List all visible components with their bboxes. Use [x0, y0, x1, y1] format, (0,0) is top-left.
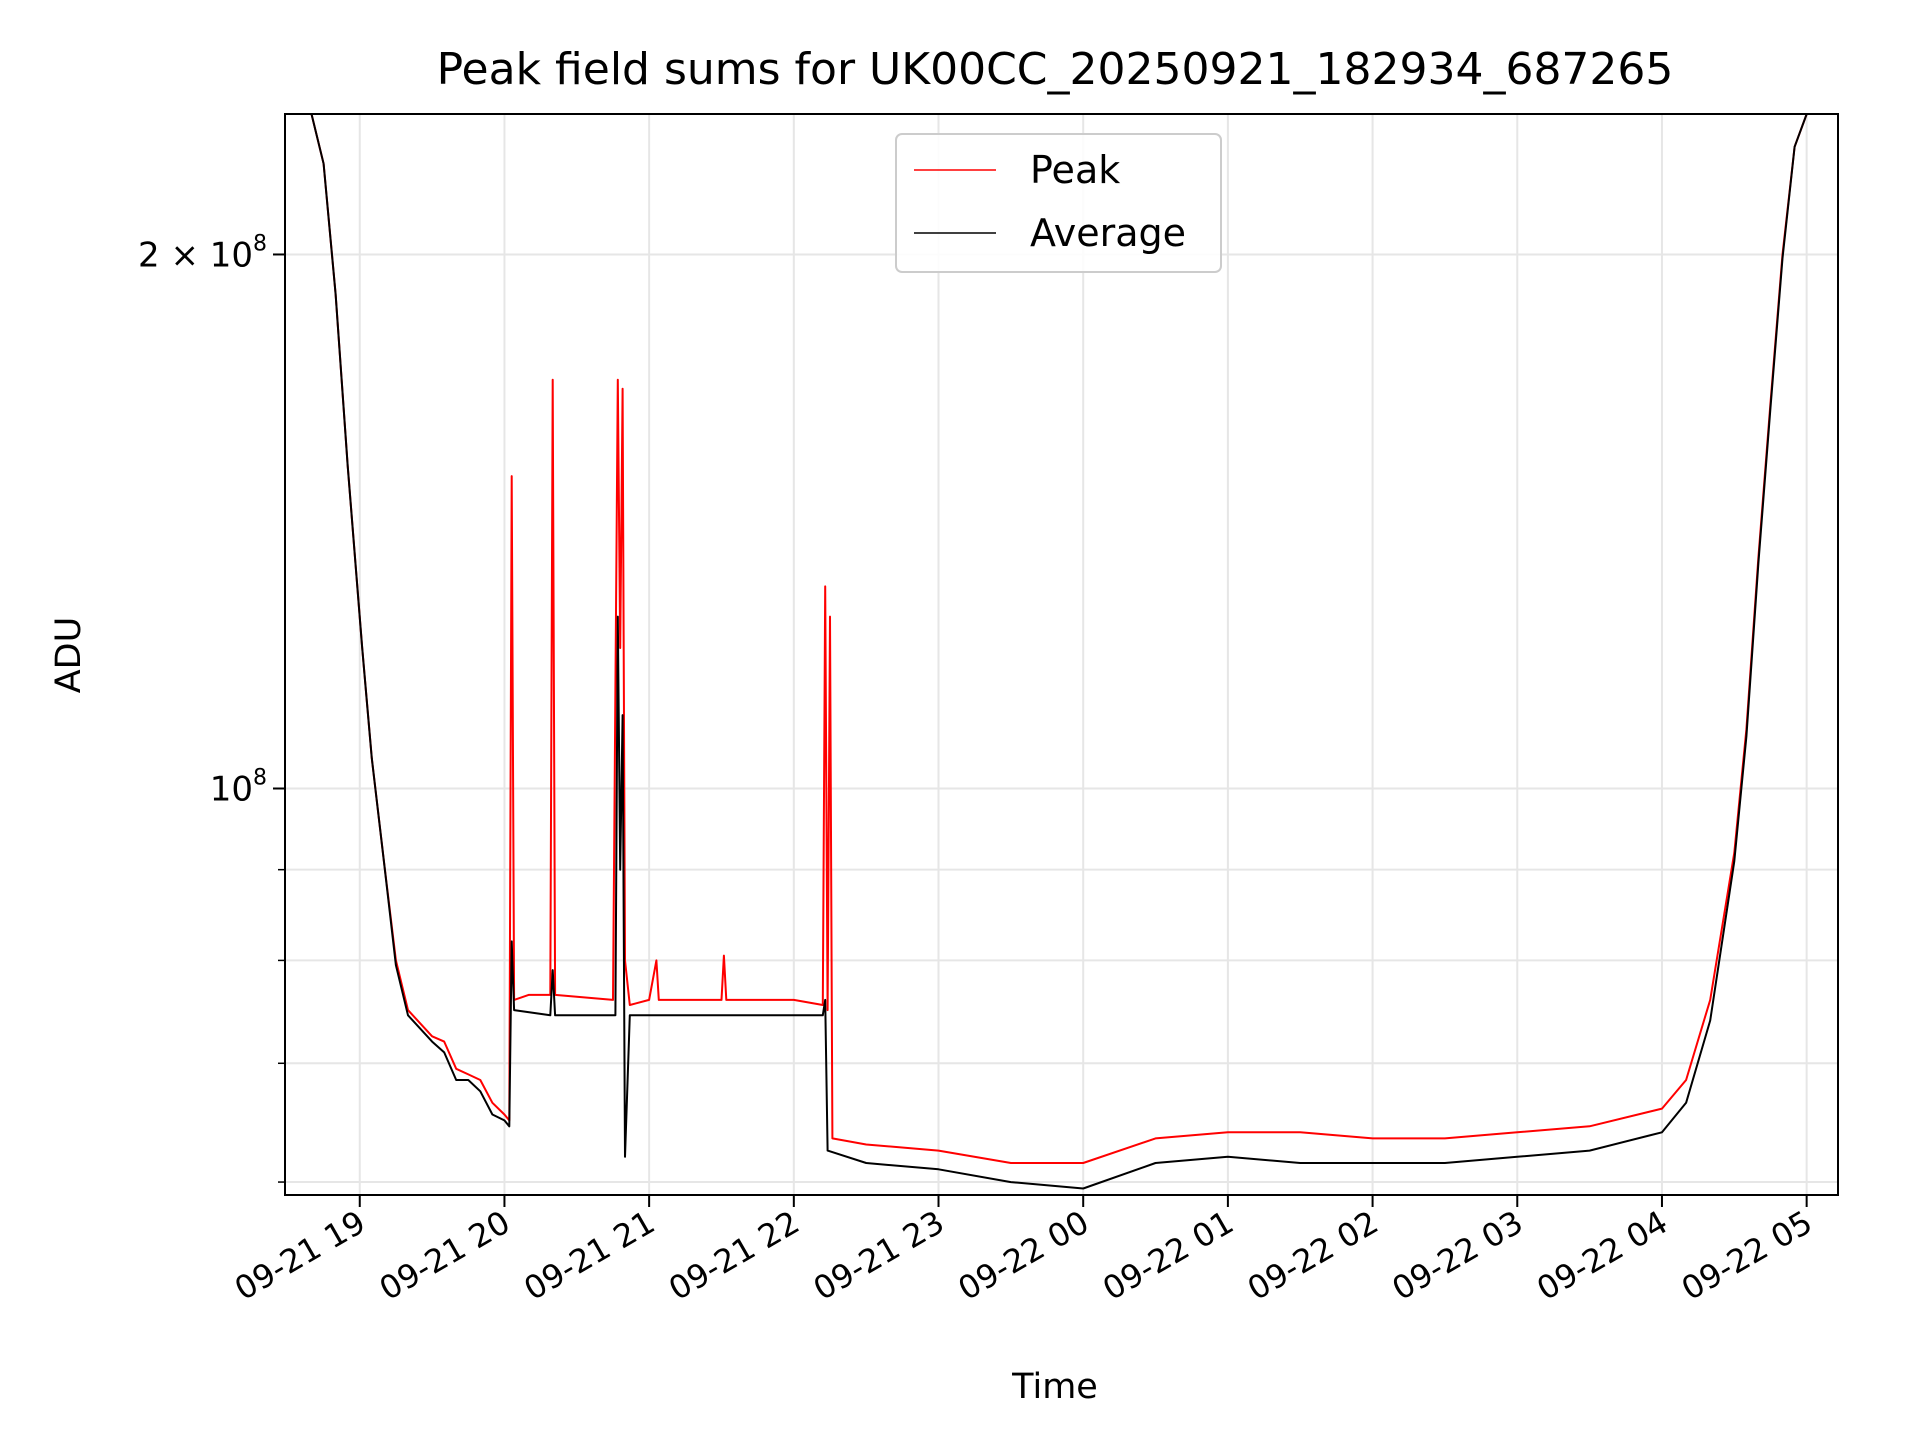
y-tick-label-exponent: 8: [253, 765, 267, 790]
chart-title: Peak field sums for UK00CC_20250921_1829…: [437, 44, 1674, 95]
y-axis-label: ADU: [49, 617, 89, 694]
y-tick-label: 2 × 108: [138, 231, 267, 275]
series-line-average: [285, 113, 1838, 1190]
legend: Peak Average: [895, 133, 1222, 273]
series-line-peak: [285, 113, 1838, 1164]
y-tick-label: 108: [210, 765, 267, 809]
y-tick-label-base: 2 × 10: [138, 235, 253, 275]
plot-frame: [284, 113, 1839, 1196]
y-tick-label-exponent: 8: [253, 231, 267, 256]
legend-label-peak: Peak: [1030, 148, 1120, 192]
x-axis-label: Time: [1011, 1367, 1098, 1407]
series-group: [285, 113, 1838, 1190]
y-tick-label-base: 10: [210, 769, 253, 809]
grid: [285, 114, 1838, 1195]
legend-label-average: Average: [1030, 211, 1186, 255]
legend-box: [895, 133, 1222, 273]
